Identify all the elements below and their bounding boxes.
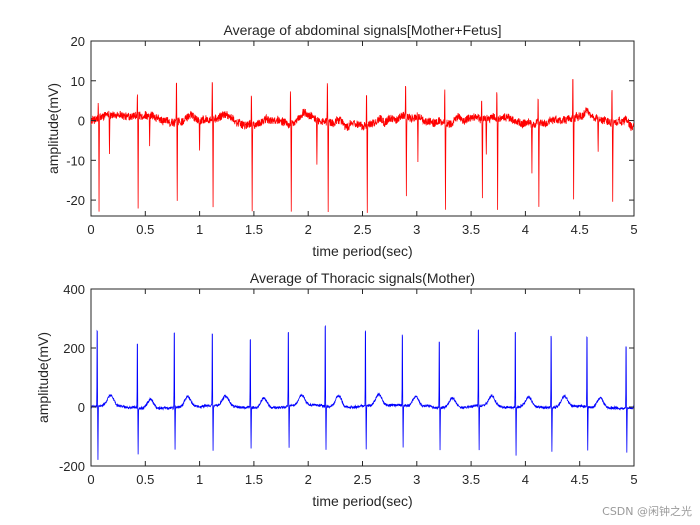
y-tick-label: 10 xyxy=(71,74,85,89)
x-tick-label: 0.5 xyxy=(136,222,154,237)
x-tick-label: 0 xyxy=(87,222,94,237)
x-tick-label: 4.5 xyxy=(571,222,589,237)
chart-2: 0 0.5 1 1.5 2 2.5 3 3.5 4 4.5 5-2000200400Average … xyxy=(35,270,638,509)
x-tick-label: 1.5 xyxy=(245,472,263,487)
x-tick-label: 3.5 xyxy=(462,222,480,237)
y-tick-label: 200 xyxy=(63,341,85,356)
x-tick-label: 2 xyxy=(305,222,312,237)
x-tick-label: 0 xyxy=(87,472,94,487)
axes-frame xyxy=(90,288,635,467)
chart-title: Average of Thoracic signals(Mother) xyxy=(250,270,475,286)
y-tick-label: -20 xyxy=(66,193,85,208)
x-tick-label: 0.5 xyxy=(136,472,154,487)
y-tick-label: 20 xyxy=(71,34,85,49)
x-tick-label: 1 xyxy=(196,222,203,237)
y-axis-label: amplitude(mV) xyxy=(35,332,51,423)
y-tick-label: -200 xyxy=(59,459,85,474)
y-tick-label: 0 xyxy=(78,114,85,129)
y-tick-label: 0 xyxy=(78,400,85,415)
x-tick-label: 3 xyxy=(413,222,420,237)
x-tick-label: 4 xyxy=(522,222,529,237)
x-tick-label: 3 xyxy=(413,472,420,487)
watermark: CSDN @闲钟之光 xyxy=(602,505,692,518)
x-tick-label: 2.5 xyxy=(353,472,371,487)
y-axis-label: amplitude(mV) xyxy=(45,83,61,174)
x-axis-label: time period(sec) xyxy=(312,493,412,509)
x-tick-label: 2.5 xyxy=(353,222,371,237)
y-tick-label: -10 xyxy=(66,153,85,168)
chart-title: Average of abdominal signals[Mother+Fetu… xyxy=(224,22,502,38)
x-tick-label: 5 xyxy=(630,472,637,487)
y-tick-label: 400 xyxy=(63,282,85,297)
x-tick-label: 2 xyxy=(305,472,312,487)
series-line xyxy=(91,324,634,460)
x-tick-label: 3.5 xyxy=(462,472,480,487)
x-axis-label: time period(sec) xyxy=(312,243,412,259)
x-tick-label: 4.5 xyxy=(571,472,589,487)
x-tick-label: 1.5 xyxy=(245,222,263,237)
series-line xyxy=(91,79,634,213)
x-tick-label: 5 xyxy=(630,222,637,237)
x-tick-label: 4 xyxy=(522,472,529,487)
x-tick-label: 1 xyxy=(196,472,203,487)
chart-1: 0 0.5 1 1.5 2 2.5 3 3.5 4 4.5 5 -20 -10 0 10 20 Average … xyxy=(45,22,638,259)
